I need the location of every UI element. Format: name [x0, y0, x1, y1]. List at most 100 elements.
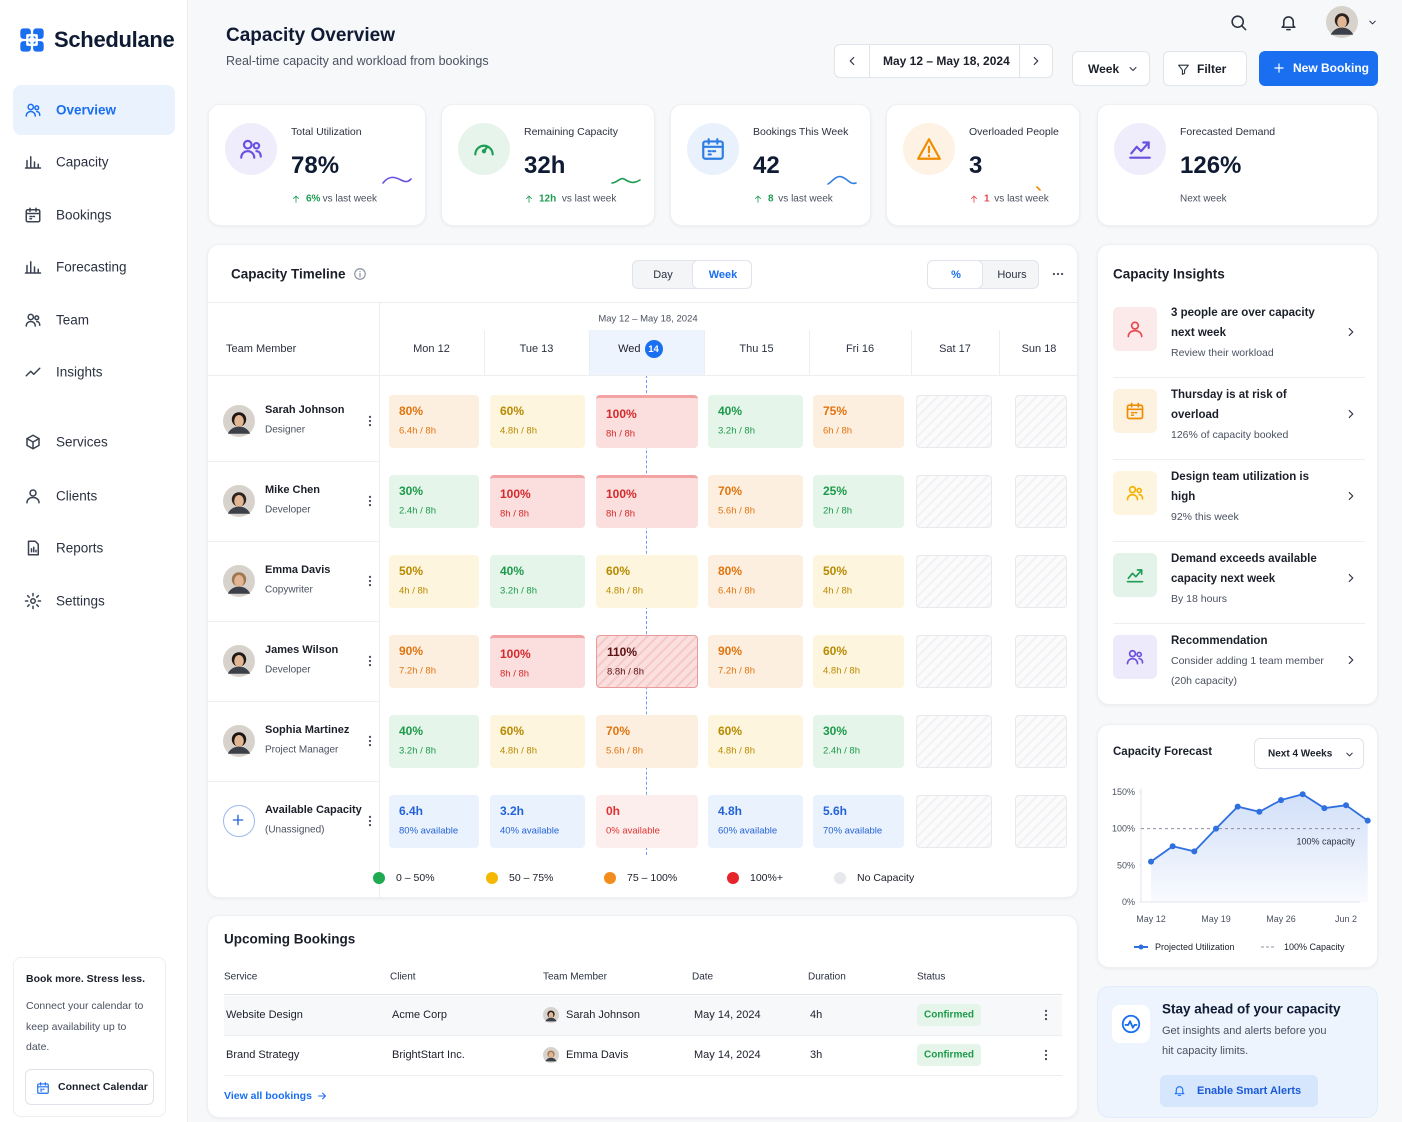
- kpi-card: Remaining Capacity 32h 12h vs last week: [441, 104, 655, 226]
- nav-item[interactable]: Bookings: [13, 190, 175, 240]
- alerts-title: Stay ahead of your capacity: [1162, 1001, 1341, 1017]
- capacity-cell[interactable]: 80% 6.4h / 8h: [708, 555, 803, 608]
- cell-main: 60%: [500, 724, 525, 738]
- view-all-link[interactable]: View all bookings: [224, 1088, 334, 1104]
- insight-item[interactable]: Recommendation Consider adding 1 team mem…: [1098, 624, 1379, 706]
- toggle-option[interactable]: Week: [693, 261, 751, 288]
- capacity-cell[interactable]: 100% 8h / 8h: [490, 635, 585, 688]
- capacity-cell[interactable]: 60% 4.8h / 8h: [490, 395, 585, 448]
- capacity-cell[interactable]: 60% 4.8h / 8h: [708, 715, 803, 768]
- member-role: Designer: [265, 424, 306, 436]
- cell-sub: 3.2h / 8h: [718, 425, 755, 437]
- capacity-cell[interactable]: 90% 7.2h / 8h: [389, 635, 479, 688]
- cell-main: 100%: [606, 407, 637, 421]
- nav-item[interactable]: Capacity: [13, 137, 175, 187]
- member-name: Emma Davis: [265, 564, 331, 576]
- cell-main: 40%: [500, 564, 525, 578]
- insight-item[interactable]: 3 people are over capacity next week Revi…: [1098, 296, 1379, 378]
- nav-item[interactable]: Services: [13, 417, 175, 467]
- member-role: Project Manager: [265, 744, 339, 756]
- insight-text: Recommendation Consider adding 1 team mem…: [1171, 631, 1336, 691]
- insight-item[interactable]: Design team utilization is high 92% this …: [1098, 460, 1379, 542]
- capacity-cell[interactable]: 100% 8h / 8h: [596, 395, 698, 448]
- capacity-cell[interactable]: 60% 4.8h / 8h: [813, 635, 904, 688]
- point: [1191, 848, 1198, 855]
- cell-sub: 7.2h / 8h: [718, 665, 755, 677]
- insight-text: Design team utilization is high 92% this …: [1171, 467, 1336, 527]
- nav-item[interactable]: Settings: [13, 576, 175, 626]
- toggle-option[interactable]: Day: [633, 261, 691, 288]
- row-divider: [208, 701, 379, 702]
- divider: [1113, 541, 1365, 542]
- capacity-cell[interactable]: 50% 4h / 8h: [389, 555, 479, 608]
- legend-dot: [834, 872, 846, 884]
- capacity-cell[interactable]: 50% 4h / 8h: [813, 555, 904, 608]
- nav-item[interactable]: Insights: [13, 347, 175, 397]
- capacity-cell[interactable]: 75% 6h / 8h: [813, 395, 904, 448]
- no-capacity-cell: [916, 395, 992, 448]
- capacity-cell[interactable]: 70% 5.6h / 8h: [596, 715, 698, 768]
- add-circle[interactable]: [223, 805, 255, 837]
- cell-sub: 4.8h / 8h: [500, 745, 537, 757]
- capacity-cell[interactable]: 110% 8.8h / 8h: [596, 635, 698, 688]
- divider: [869, 45, 870, 77]
- day-label: Fri 16: [845, 343, 875, 355]
- nav-label: Settings: [56, 593, 105, 609]
- capacity-cell[interactable]: 80% 6.4h / 8h: [389, 395, 479, 448]
- capacity-cell[interactable]: 30% 2.4h / 8h: [389, 475, 479, 528]
- member-avatar: [223, 405, 255, 437]
- capacity-cell[interactable]: 40% 3.2h / 8h: [708, 395, 803, 448]
- connect-calendar-button[interactable]: Connect Calendar: [25, 1069, 154, 1105]
- nav-item[interactable]: Overview: [13, 85, 175, 135]
- filter-button[interactable]: Filter: [1163, 51, 1247, 86]
- cell-main: 5.6h: [823, 804, 848, 818]
- cell-main: 30%: [399, 484, 424, 498]
- insight-icon: [1126, 569, 1144, 583]
- capacity-cell[interactable]: 30% 2.4h / 8h: [813, 715, 904, 768]
- capacity-cell[interactable]: 90% 7.2h / 8h: [708, 635, 803, 688]
- promo-text: Connect your calendar to keep availabili…: [26, 1000, 144, 1053]
- capacity-cell[interactable]: 0h 0% available: [596, 795, 698, 848]
- capacity-cell[interactable]: 25% 2h / 8h: [813, 475, 904, 528]
- capacity-cell[interactable]: 60% 4.8h / 8h: [596, 555, 698, 608]
- capacity-cell[interactable]: 60% 4.8h / 8h: [490, 715, 585, 768]
- nav-icon: [25, 103, 41, 117]
- nav-item[interactable]: Reports: [13, 523, 175, 573]
- period-select[interactable]: Next 4 Weeks: [1254, 738, 1364, 769]
- cell-sub: 4h / 8h: [823, 585, 853, 597]
- capacity-cell[interactable]: 4.8h 60% available: [708, 795, 803, 848]
- capacity-cell[interactable]: 40% 3.2h / 8h: [490, 555, 585, 608]
- capacity-cell[interactable]: 3.2h 40% available: [490, 795, 585, 848]
- kpi-label: Bookings This Week: [753, 126, 849, 138]
- cell-sub: 7.2h / 8h: [399, 665, 436, 677]
- cell-text: Brand Strategy: [226, 1049, 300, 1061]
- nav-item[interactable]: Forecasting: [13, 242, 175, 292]
- insight-heading: Design team utilization is high: [1171, 471, 1310, 503]
- insight-item[interactable]: Demand exceeds available capacity next w…: [1098, 542, 1379, 624]
- member-avatar: [543, 1047, 559, 1063]
- capacity-cell[interactable]: 5.6h 70% available: [813, 795, 904, 848]
- enable-alerts-button[interactable]: Enable Smart Alerts: [1160, 1075, 1318, 1107]
- kpi-card: Forecasted Demand 126% Next week: [1097, 104, 1378, 226]
- cell-sub: 8h / 8h: [606, 508, 636, 520]
- insight-item[interactable]: Thursday is at risk of overload 126% of c…: [1098, 378, 1379, 460]
- alerts-text: Get insights and alerts before you hit c…: [1162, 1025, 1327, 1057]
- row-menu: [368, 575, 372, 587]
- toggle-option[interactable]: Hours: [984, 261, 1038, 288]
- new-booking-button[interactable]: New Booking: [1259, 51, 1378, 86]
- legend-dot: [373, 872, 385, 884]
- view-select[interactable]: Week: [1072, 51, 1150, 86]
- capacity-cell[interactable]: 100% 8h / 8h: [596, 475, 698, 528]
- column-header: Client: [390, 971, 416, 983]
- capacity-cell[interactable]: 70% 5.6h / 8h: [708, 475, 803, 528]
- nav-item[interactable]: Team: [13, 295, 175, 345]
- capacity-cell[interactable]: 40% 3.2h / 8h: [389, 715, 479, 768]
- capacity-cell[interactable]: 6.4h 80% available: [389, 795, 479, 848]
- nav-item[interactable]: Clients: [13, 471, 175, 521]
- insight-icon-bg: [1113, 389, 1157, 433]
- insight-detail: 92% this week: [1171, 511, 1239, 523]
- cell-text: May 14, 2024: [694, 1049, 761, 1061]
- capacity-cell[interactable]: 100% 8h / 8h: [490, 475, 585, 528]
- nav-label: Reports: [56, 540, 104, 556]
- toggle-option[interactable]: %: [928, 261, 982, 288]
